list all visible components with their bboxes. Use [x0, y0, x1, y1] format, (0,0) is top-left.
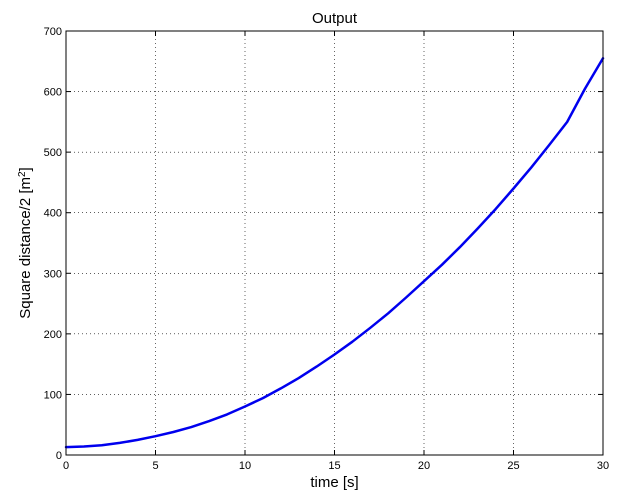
y-tick-label: 300 [44, 268, 62, 280]
y-tick-label: 200 [44, 329, 62, 341]
series-layer [64, 57, 605, 449]
y-axis-title-main: Square distance/2 [m [17, 177, 34, 319]
y-tick-label: 100 [44, 389, 62, 401]
chart-title: Output [312, 10, 358, 27]
y-axis-title: Square distance/2 [m2] [17, 167, 35, 318]
x-tick-label: 30 [597, 460, 609, 472]
x-tick-label: 20 [418, 460, 430, 472]
y-tick-label: 600 [44, 87, 62, 99]
y-tick-label: 500 [44, 147, 62, 159]
x-axis-title: time [s] [310, 474, 358, 491]
x-tick-label: 5 [152, 460, 158, 472]
x-tick-label: 25 [507, 460, 519, 472]
y-axis-title-superscript: 2 [17, 171, 28, 177]
ticks [65, 30, 604, 456]
series-line [64, 57, 605, 449]
y-tick-label: 0 [56, 450, 62, 462]
grid [66, 31, 603, 455]
x-tick-label: 15 [328, 460, 340, 472]
y-axis-title-suffix: ] [17, 167, 34, 171]
y-tick-label: 400 [44, 208, 62, 220]
x-tick-label: 0 [63, 460, 69, 472]
y-tick-label: 700 [44, 26, 62, 38]
x-tick-label: 10 [239, 460, 251, 472]
